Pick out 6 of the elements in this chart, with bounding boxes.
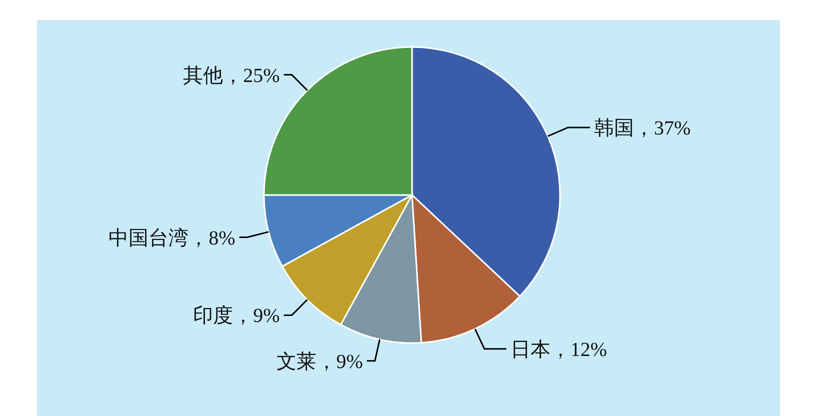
- slice-label: 其他，25%: [183, 64, 280, 87]
- slice-label: 中国台湾，8%: [108, 227, 236, 250]
- slice-label: 文莱，9%: [276, 350, 363, 373]
- slice-label: 日本，12%: [510, 338, 608, 361]
- slice-label: 印度，9%: [193, 305, 280, 328]
- slice-label: 韩国，37%: [594, 117, 691, 140]
